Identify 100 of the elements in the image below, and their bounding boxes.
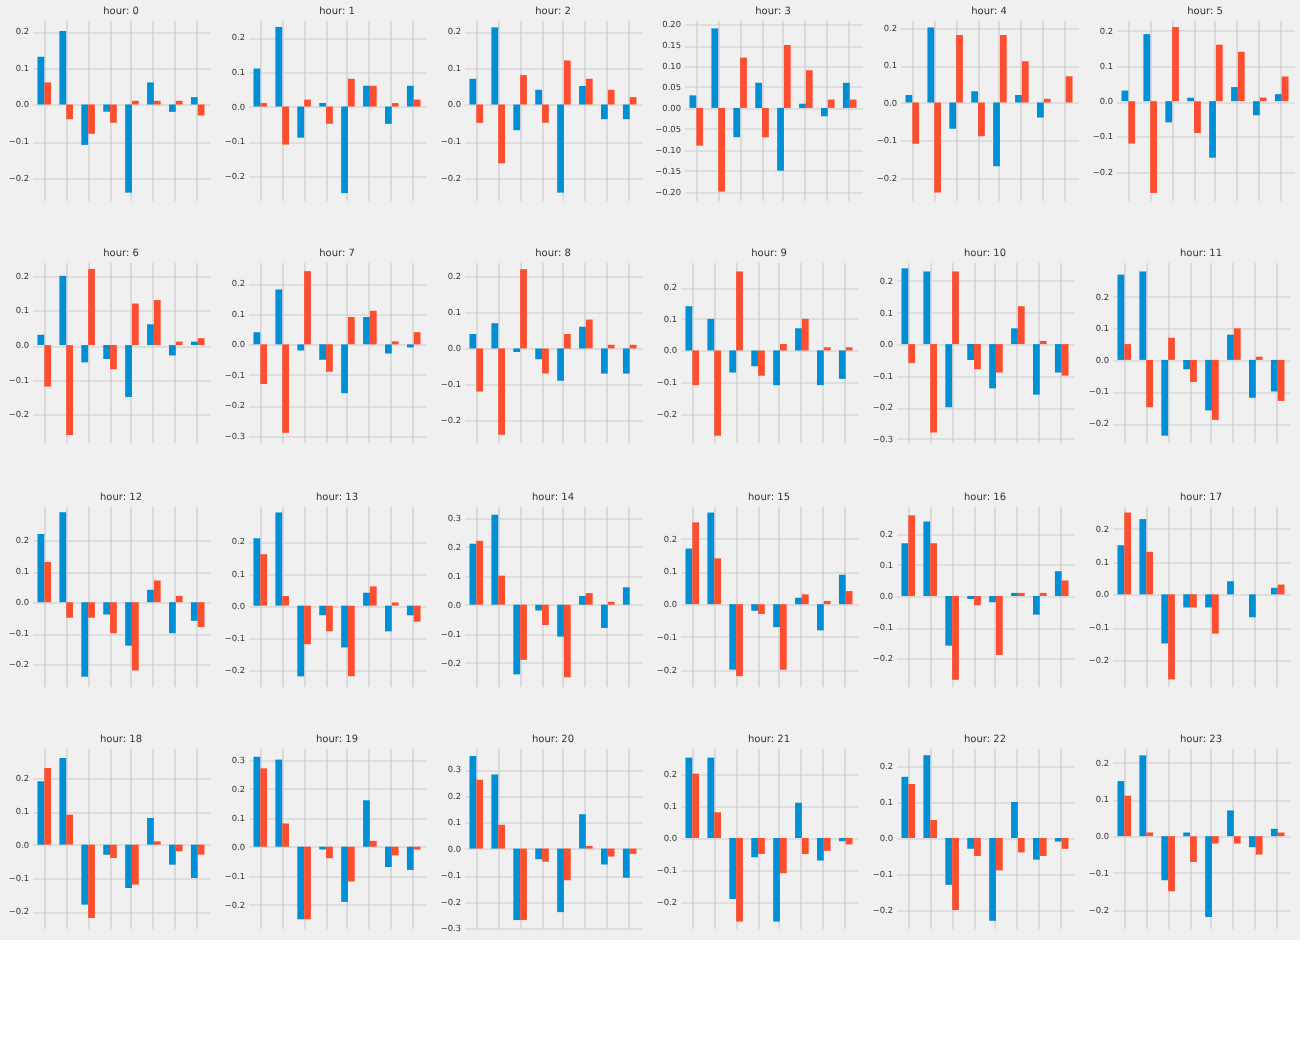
bar (190, 97, 198, 105)
bar (718, 107, 725, 192)
bar (469, 755, 477, 849)
bar (110, 844, 117, 858)
bar (1017, 838, 1025, 853)
bar (1270, 828, 1278, 837)
bar (59, 31, 67, 105)
bar (585, 593, 593, 605)
bar (755, 82, 763, 108)
bar (253, 68, 261, 107)
bar (563, 604, 571, 678)
bar (945, 596, 953, 646)
bar (535, 348, 543, 360)
bar (491, 774, 499, 849)
bar (783, 45, 791, 108)
bar (563, 848, 571, 881)
bar (1172, 27, 1179, 102)
bar (952, 838, 959, 910)
bar (729, 604, 737, 670)
bar (282, 596, 289, 606)
bar (1139, 519, 1147, 595)
bar (341, 846, 348, 902)
bar (758, 604, 765, 614)
bar (1161, 594, 1169, 644)
bar (949, 102, 957, 129)
bar (1033, 596, 1040, 615)
bar (513, 604, 521, 675)
bar (1117, 781, 1125, 837)
bar (1249, 836, 1256, 848)
bar (801, 594, 809, 605)
bar (369, 85, 377, 107)
bar (1190, 594, 1197, 608)
bar (740, 57, 747, 108)
bar (535, 89, 543, 105)
bar (520, 269, 527, 349)
bar (685, 306, 693, 351)
bar (1253, 101, 1260, 116)
bar (1270, 587, 1278, 595)
bar (1061, 838, 1069, 849)
bar (905, 95, 913, 103)
bar (147, 82, 154, 105)
bar (1277, 584, 1285, 595)
bar (103, 345, 111, 359)
bar (385, 106, 392, 124)
bar (838, 574, 846, 605)
bar (779, 344, 787, 351)
bar (901, 776, 909, 838)
bar (275, 26, 283, 107)
bar (110, 345, 117, 370)
bar (341, 605, 348, 648)
bar (88, 602, 95, 618)
bar (110, 104, 117, 123)
bar (535, 604, 543, 611)
bar (733, 107, 741, 138)
bar (707, 757, 715, 838)
bar (751, 604, 759, 611)
bar (406, 85, 414, 107)
bar (81, 104, 89, 145)
bar (542, 104, 549, 123)
bar (341, 344, 348, 394)
bar (88, 104, 95, 134)
bar (260, 768, 268, 847)
bar (1249, 594, 1256, 618)
bar (59, 275, 67, 346)
bar (801, 318, 809, 351)
bar (326, 605, 333, 632)
bar (297, 605, 305, 677)
bar (319, 344, 327, 360)
bar (1209, 101, 1216, 158)
bar (736, 271, 743, 351)
bar (476, 104, 484, 123)
bar (711, 28, 719, 108)
bar (1161, 836, 1169, 881)
bar (751, 350, 759, 367)
bar (103, 844, 111, 855)
bar (845, 591, 853, 605)
bar (169, 844, 176, 865)
bar (557, 104, 564, 193)
bar (513, 104, 521, 131)
bar (838, 350, 846, 379)
bar (542, 348, 549, 374)
bar (908, 784, 916, 838)
bar (1168, 337, 1175, 360)
bar (1211, 359, 1219, 420)
bar (297, 344, 305, 351)
bar (253, 538, 261, 606)
bar (795, 597, 802, 605)
bar (498, 348, 505, 435)
bar (989, 838, 996, 921)
bar (125, 844, 132, 888)
bar (696, 107, 704, 146)
bar (622, 848, 630, 878)
bar (1054, 571, 1062, 596)
bar (542, 604, 549, 626)
bar (66, 814, 73, 845)
bar (1165, 101, 1173, 123)
bar (557, 848, 564, 913)
bar (995, 344, 1003, 373)
bar (520, 848, 527, 921)
bar (175, 844, 183, 852)
